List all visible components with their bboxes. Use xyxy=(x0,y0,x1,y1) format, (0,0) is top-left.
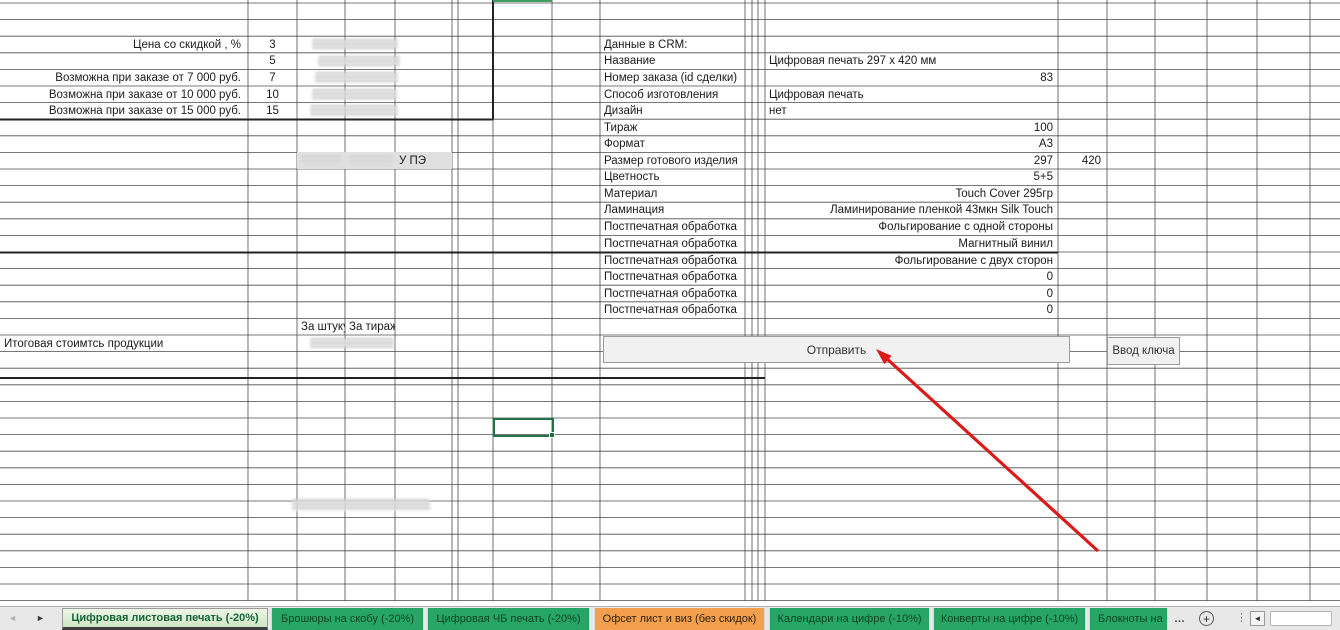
crm-field-label: Размер готового изделия xyxy=(604,155,738,167)
crm-field-label: Тираж xyxy=(604,122,638,134)
tab-menu-dots-icon: ⋮ xyxy=(1236,612,1247,624)
crm-field-value: А3 xyxy=(1038,138,1053,150)
selected-cell[interactable] xyxy=(493,418,555,438)
redacted-value xyxy=(318,56,400,66)
total-cost-label: Итоговая стоимтсь продукции xyxy=(4,338,164,350)
crm-field-value: Touch Cover 295гр xyxy=(955,188,1053,200)
sheet-tab[interactable]: Цифровая ЧБ печать (-20%) xyxy=(427,608,590,630)
tab-overflow-ellipsis[interactable]: … xyxy=(1174,613,1185,625)
crm-field-label: Постпечатная обработка xyxy=(604,271,737,283)
crm-field-value: Цифровая печать xyxy=(769,89,864,101)
crm-field-label: Постпечатная обработка xyxy=(604,288,737,300)
discount-percent: 15 xyxy=(266,105,279,117)
discount-percent: 10 xyxy=(266,89,279,101)
discount-condition: Возможна при заказе от 10 000 руб. xyxy=(48,89,241,101)
sheet-tab[interactable]: Офсет лист и виз (без скидок) xyxy=(594,608,765,630)
crm-field-label: Номер заказа (id сделки) xyxy=(604,72,738,84)
crm-field-value: Фольгирование с двух сторон xyxy=(894,255,1053,267)
discount-percent: 3 xyxy=(269,39,276,51)
discount-header-label: Цена со скидкой , % xyxy=(132,39,241,51)
sheet-tab[interactable]: Блокноты на xyxy=(1089,608,1168,630)
crm-field-label: Постпечатная обработка xyxy=(604,255,737,267)
discount-percent: 7 xyxy=(269,72,276,84)
crm-field-value: Магнитный винил xyxy=(958,238,1053,250)
redacted-value xyxy=(312,39,398,49)
sheet-tab[interactable]: Календари на цифре (-10%) xyxy=(769,608,930,630)
crm-field-value: 0 xyxy=(1046,304,1053,316)
next-sheet-icon[interactable]: ► xyxy=(36,613,45,623)
per-item-header: За штуку xyxy=(301,321,345,333)
fill-handle[interactable] xyxy=(549,432,555,438)
hscroll-thumb[interactable] xyxy=(1270,611,1332,626)
crm-field-value: 297 xyxy=(1033,155,1053,167)
crm-field-value: Фольгирование с одной стороны xyxy=(878,221,1053,233)
crm-field-label: Постпечатная обработка xyxy=(604,304,737,316)
green-border-tick xyxy=(493,0,552,2)
crm-section-title: Данные в CRM: xyxy=(604,39,688,51)
per-run-header: За тираж xyxy=(349,321,395,333)
crm-field-label: Постпечатная обработка xyxy=(604,238,737,250)
crm-field-label: Дизайн xyxy=(604,105,643,117)
crm-field-value: 5+5 xyxy=(1033,171,1053,183)
redacted-value xyxy=(301,156,341,165)
crm-field-value: Цифровая печать 297 х 420 мм xyxy=(769,55,937,67)
discount-condition: Возможна при заказе от 15 000 руб. xyxy=(48,105,241,117)
add-sheet-button[interactable]: + xyxy=(1199,611,1214,626)
redacted-value xyxy=(310,338,394,348)
hscroll-left-button[interactable]: ◄ xyxy=(1250,611,1265,626)
sheet-tab[interactable]: Брошюры на скобу (-20%) xyxy=(271,608,424,630)
sheet-tab-bar: ◄ ► Цифровая листовая печать (-20%) Брош… xyxy=(0,606,1340,630)
crm-field-value: 0 xyxy=(1046,288,1053,300)
discount-condition: Возможна при заказе от 7 000 руб. xyxy=(55,72,241,84)
crm-field-value: Ламинирование пленкой 43мкн Silk Touch xyxy=(830,204,1053,216)
crm-field-label: Способ изготовления xyxy=(604,89,719,101)
crm-field-label: Ламинация xyxy=(604,204,665,216)
crm-field-label: Цветность xyxy=(604,171,660,183)
crm-field-label: Материал xyxy=(604,188,658,200)
discount-percent: 5 xyxy=(269,55,276,67)
crm-field-value: 0 xyxy=(1046,271,1053,283)
redacted-value xyxy=(310,105,398,116)
upe-label: У ПЭ xyxy=(399,155,427,167)
sheet-tab[interactable]: Конверты на цифре (-10%) xyxy=(933,608,1086,630)
crm-field-label: Постпечатная обработка xyxy=(604,221,737,233)
crm-field-label: Название xyxy=(604,55,656,67)
redacted-value xyxy=(312,89,397,100)
crm-field-value: 100 xyxy=(1033,122,1053,134)
redacted-value xyxy=(292,499,430,511)
prev-sheet-icon[interactable]: ◄ xyxy=(8,613,17,623)
sheet-tab-active[interactable]: Цифровая листовая печать (-20%) xyxy=(62,608,268,630)
crm-field-extra-value: 420 xyxy=(1081,155,1101,167)
crm-field-value: нет xyxy=(769,105,787,117)
key-entry-button[interactable]: Ввод ключа xyxy=(1107,337,1180,365)
send-button[interactable]: Отправить xyxy=(603,336,1070,363)
redacted-value xyxy=(315,72,398,83)
redacted-value xyxy=(349,156,393,165)
crm-field-label: Формат xyxy=(604,138,645,150)
crm-field-value: 83 xyxy=(1040,72,1053,84)
